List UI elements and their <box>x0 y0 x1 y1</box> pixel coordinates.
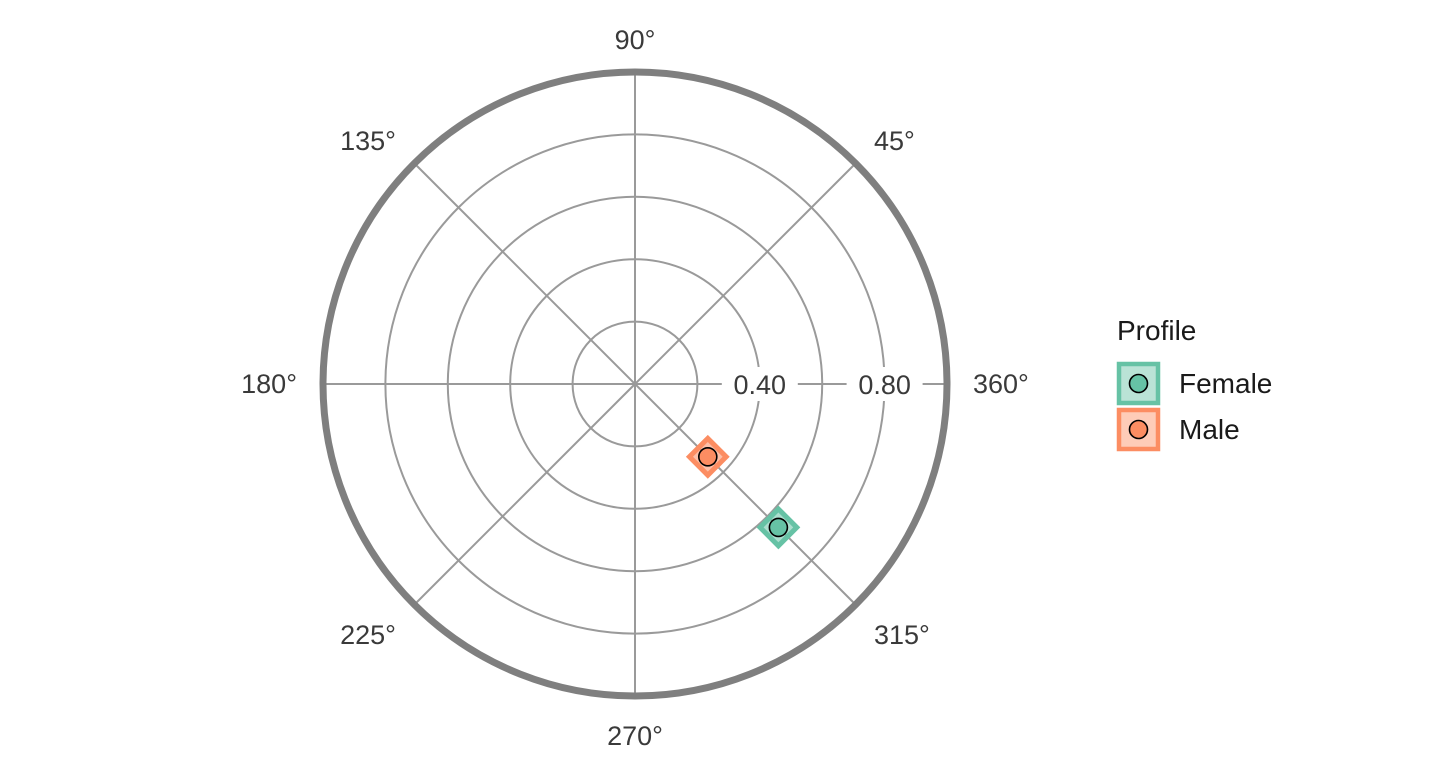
data-point-marker <box>698 447 718 467</box>
data-point-female <box>756 505 801 550</box>
radial-tick-label-background <box>721 367 798 401</box>
radial-tick-label: 0.40 <box>734 370 787 400</box>
angle-tick-label: 360° <box>973 369 1029 399</box>
axis-tick-labels: 0.40 0.80 90° 45° 135° 180° 360° 225° 315° 270° <box>241 25 1029 751</box>
angle-tick-label: 270° <box>607 721 663 751</box>
angle-tick-label: 180° <box>241 369 297 399</box>
legend-label: Male <box>1179 414 1240 445</box>
data-point-marker <box>768 517 789 538</box>
legend-key-marker <box>1128 419 1149 440</box>
radial-tick-label-background <box>846 367 923 401</box>
data-points <box>685 434 801 550</box>
legend: Profile Female Male <box>1116 315 1272 452</box>
legend-item-male: Male <box>1116 407 1240 452</box>
outer-boundary <box>319 68 951 700</box>
radial-tick-label: 0.80 <box>858 370 911 400</box>
angular-gridline <box>413 383 636 606</box>
legend-item-female: Female <box>1116 361 1272 406</box>
legend-key-marker <box>1128 373 1149 394</box>
legend-items: Female Male <box>1116 361 1272 452</box>
angular-gridline <box>634 383 857 606</box>
angle-tick-label: 225° <box>340 620 396 650</box>
legend-title: Profile <box>1117 315 1196 346</box>
data-point-male <box>685 434 730 479</box>
angle-tick-label: 45° <box>874 126 915 156</box>
angle-tick-label: 90° <box>615 25 656 55</box>
legend-label: Female <box>1179 368 1272 399</box>
angle-tick-label: 315° <box>874 620 930 650</box>
angle-tick-label: 135° <box>340 126 396 156</box>
angular-gridline <box>634 162 857 385</box>
angular-gridline <box>413 162 636 385</box>
